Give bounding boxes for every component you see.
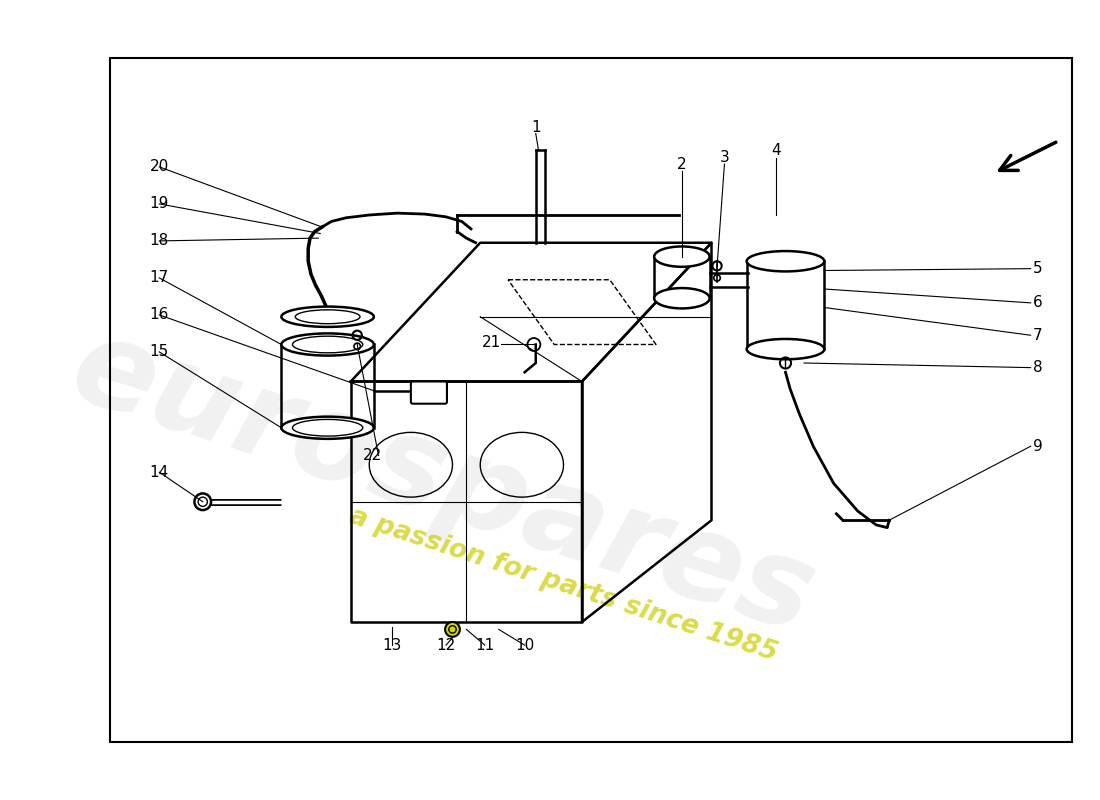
Text: 1: 1 (531, 120, 540, 134)
Text: 11: 11 (475, 638, 495, 653)
Text: 3: 3 (719, 150, 729, 165)
Ellipse shape (747, 251, 824, 271)
Text: 7: 7 (1033, 328, 1043, 342)
Text: 17: 17 (150, 270, 169, 286)
Text: 6: 6 (1033, 295, 1043, 310)
Text: 18: 18 (150, 234, 169, 248)
Text: 16: 16 (150, 307, 169, 322)
Text: 19: 19 (150, 196, 169, 211)
FancyBboxPatch shape (411, 382, 447, 404)
Text: 20: 20 (150, 159, 169, 174)
Text: 14: 14 (150, 465, 169, 480)
Text: 9: 9 (1033, 438, 1043, 454)
Circle shape (195, 494, 211, 510)
Ellipse shape (282, 334, 374, 355)
Text: 10: 10 (515, 638, 535, 653)
Text: 22: 22 (362, 448, 382, 463)
Text: 4: 4 (771, 142, 781, 158)
Text: a passion for parts since 1985: a passion for parts since 1985 (346, 503, 781, 666)
Ellipse shape (654, 246, 710, 266)
Ellipse shape (747, 339, 824, 359)
Text: 5: 5 (1033, 261, 1043, 276)
Text: 21: 21 (482, 335, 500, 350)
Text: eurospares: eurospares (57, 308, 828, 658)
Circle shape (446, 622, 460, 637)
Ellipse shape (654, 288, 710, 309)
Text: 15: 15 (150, 344, 169, 359)
Text: 12: 12 (437, 638, 455, 653)
Text: 8: 8 (1033, 360, 1043, 375)
Ellipse shape (282, 417, 374, 439)
Circle shape (354, 343, 361, 350)
Text: 13: 13 (383, 638, 403, 653)
Text: 2: 2 (678, 157, 686, 172)
Ellipse shape (282, 306, 374, 327)
